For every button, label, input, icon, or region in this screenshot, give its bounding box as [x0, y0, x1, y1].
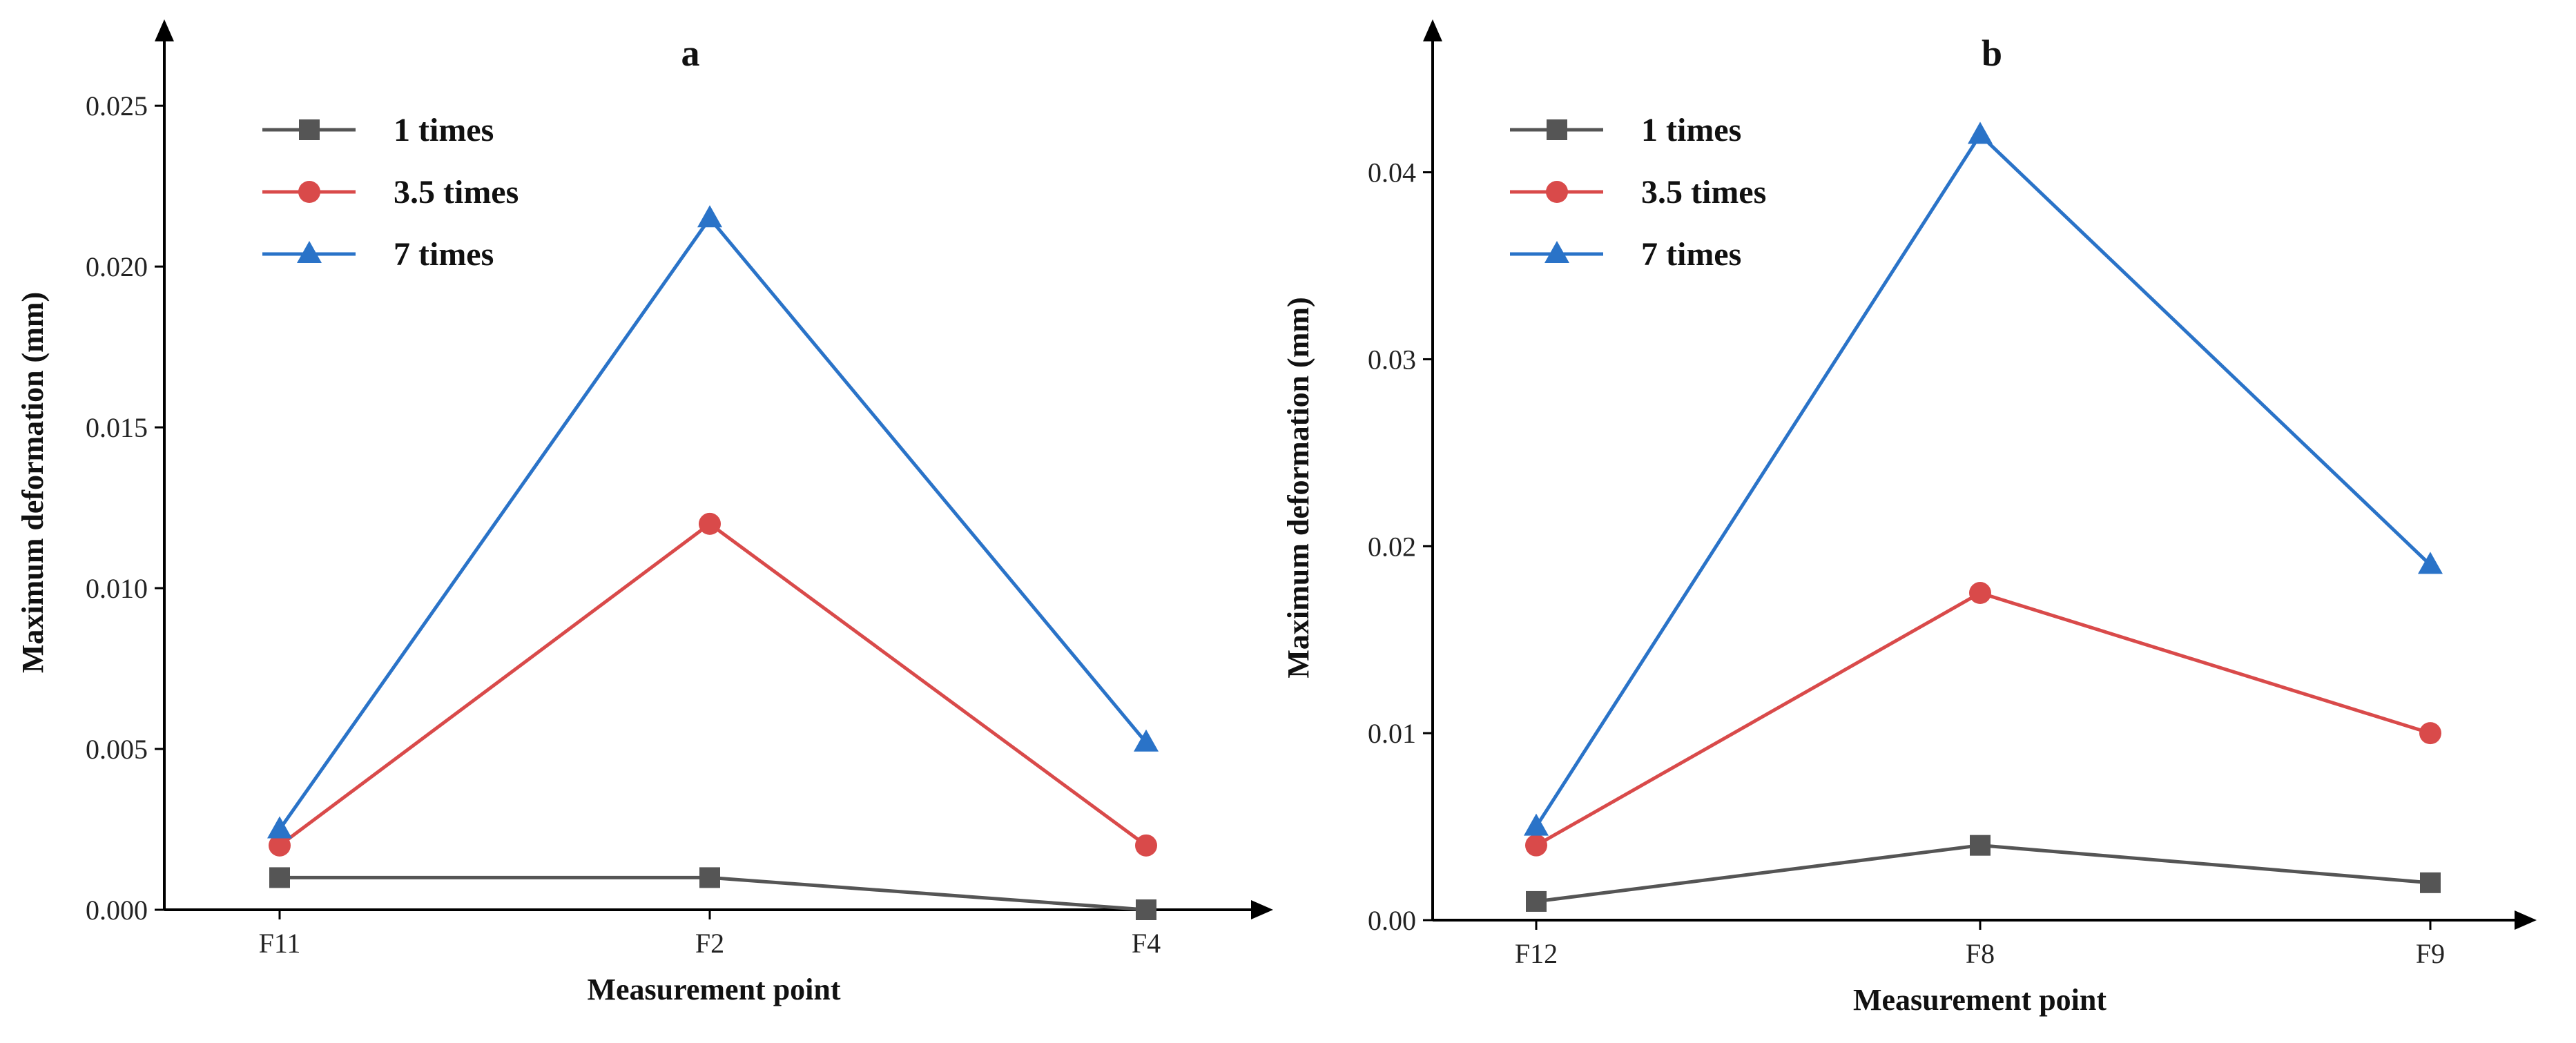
legend-entry: 7 times	[1510, 236, 1741, 273]
x-tick-label: F2	[695, 928, 724, 959]
legend-label: 3.5 times	[394, 174, 519, 211]
y-tick-label: 0.00	[1368, 905, 1416, 936]
series-1-times	[269, 867, 1156, 920]
x-axis-arrow	[2515, 910, 2537, 930]
data-point	[1136, 899, 1156, 920]
legend-marker	[297, 241, 322, 263]
legend-label: 7 times	[394, 236, 494, 273]
x-axis-title: Measurement point	[1853, 983, 2107, 1017]
y-axis-arrow	[155, 19, 174, 41]
series-7-times	[1524, 121, 2443, 836]
y-tick-label: 0.01	[1368, 718, 1416, 749]
legend-marker	[298, 181, 320, 203]
y-tick-label: 0.000	[86, 895, 148, 926]
legend-label: 1 times	[1641, 112, 1741, 148]
data-point	[1970, 835, 1991, 856]
legend-entry: 1 times	[262, 112, 494, 148]
series-3-5-times	[269, 512, 1157, 857]
legend-marker	[1546, 181, 1568, 203]
series-line	[278, 521, 1147, 847]
y-tick-label: 0.02	[1368, 531, 1416, 562]
data-point	[2420, 872, 2441, 893]
data-point	[1526, 890, 1547, 912]
y-tick-label: 0.010	[86, 573, 148, 604]
legend-marker	[1547, 119, 1567, 140]
series-7-times	[267, 205, 1159, 839]
y-tick-label: 0.04	[1368, 157, 1416, 188]
data-point	[267, 816, 292, 839]
data-point	[1525, 834, 1547, 857]
data-point	[697, 205, 722, 228]
data-point	[699, 867, 720, 888]
legend-entry: 7 times	[262, 236, 494, 273]
data-point	[269, 834, 291, 857]
data-point	[1134, 729, 1159, 752]
y-axis-arrow	[1423, 19, 1442, 41]
y-tick-label: 0.015	[86, 412, 148, 443]
x-tick-label: F11	[259, 928, 301, 959]
data-point	[1969, 582, 1991, 605]
legend-entry: 3.5 times	[1510, 174, 1766, 211]
legend-label: 7 times	[1641, 236, 1741, 273]
data-point	[269, 867, 290, 888]
legend-label: 1 times	[394, 112, 494, 148]
series-line	[1535, 591, 2431, 847]
series-1-times	[1526, 835, 2441, 912]
legend-marker	[299, 119, 320, 140]
legend-entry: 3.5 times	[262, 174, 519, 211]
y-axis-title: Maximum deformation (mm)	[16, 292, 50, 673]
legend-marker	[1544, 241, 1569, 263]
chart-panel-b: 0.00 0.01 0.02 0.03 0.04 F12 F8 F9 b Measurement …	[1281, 19, 2537, 1017]
series-3-5-times	[1525, 582, 2441, 857]
y-tick-label: 0.025	[86, 90, 148, 121]
x-tick-label: F4	[1132, 928, 1161, 959]
data-point	[2419, 722, 2441, 745]
y-tick-label: 0.03	[1368, 344, 1416, 375]
data-point	[1968, 121, 1993, 144]
data-point	[1135, 834, 1157, 857]
x-axis-arrow	[1251, 900, 1273, 919]
chart-panel-a: 0.000 0.005 0.010 0.015 0.020 0.025 F11 F2 F4 a Me…	[16, 19, 1273, 1006]
panel-title: b	[1982, 32, 2002, 74]
y-tick-label: 0.005	[86, 734, 148, 765]
x-axis-title: Measurement point	[587, 973, 840, 1006]
data-point	[699, 512, 721, 535]
panel-title: a	[681, 32, 700, 74]
x-tick-label: F8	[1966, 938, 1995, 969]
data-point	[2418, 552, 2443, 574]
data-point	[1524, 813, 1549, 836]
legend-label: 3.5 times	[1641, 174, 1766, 211]
x-tick-label: F12	[1515, 938, 1558, 969]
x-tick-label: F9	[2416, 938, 2445, 969]
legend-entry: 1 times	[1510, 112, 1741, 148]
y-tick-label: 0.020	[86, 251, 148, 282]
y-axis-title: Maximum deformation (mm)	[1281, 297, 1315, 678]
